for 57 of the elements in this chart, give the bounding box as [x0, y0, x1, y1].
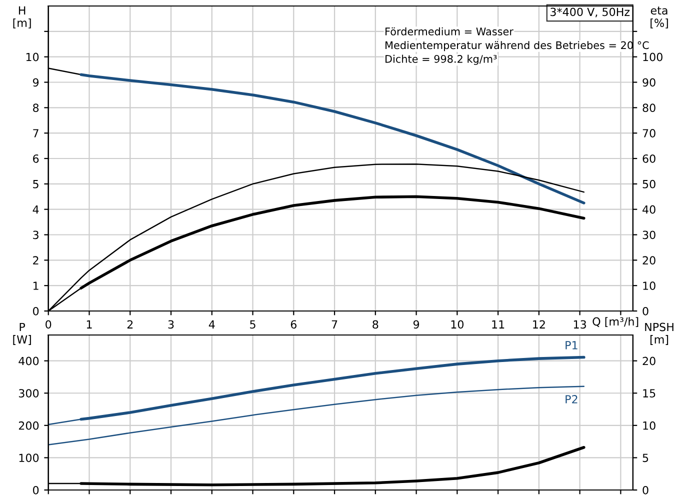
series-label: P1 [566, 341, 578, 350]
x-tick-label: 6 [290, 320, 296, 329]
y2-tick-label: 0 [642, 306, 648, 316]
y2-tick-label: 0 [642, 486, 648, 494]
y2-tick-label: 50 [642, 180, 656, 188]
y2-tick-label: 30 [642, 230, 656, 240]
x-tick-label: 7 [332, 320, 338, 328]
annotation: Dichte = 998.2 kg/m³ [386, 54, 497, 65]
y-axis-title: H [m] [13, 6, 31, 28]
y-tick-label: 10 [26, 52, 39, 62]
y2-axis-title: eta [%] [650, 6, 668, 28]
x-tick-label: 10 [451, 320, 464, 329]
x-tick-label: 12 [533, 320, 545, 328]
x-tick-label: 5 [250, 320, 256, 329]
y-tick-label: 7 [33, 129, 38, 138]
annotation: Medientemperatur während des Betriebes = 20 °C [386, 41, 649, 52]
y-axis-title: P [W] [13, 322, 31, 345]
x-tick-label: 3 [168, 320, 174, 329]
x-tick-label: 8 [372, 320, 378, 329]
x-tick-label: 9 [413, 320, 420, 329]
y-tick-label: 6 [33, 154, 39, 163]
series-label: P2 [566, 395, 578, 404]
annotation: Fördermedium = Wasser [386, 27, 514, 36]
y2-tick-label: 10 [643, 421, 656, 430]
y-tick-label: 8 [33, 104, 39, 112]
y2-tick-label: 20 [642, 356, 656, 366]
y-tick-label: 3 [33, 230, 38, 240]
y-tick-label: 5 [33, 180, 38, 188]
y-tick-label: 4 [32, 205, 39, 214]
x-tick-label: 0 [46, 320, 52, 329]
y2-tick-label: 100 [643, 52, 662, 62]
y-tick-label: 0 [33, 486, 39, 494]
y2-tick-label: 70 [642, 129, 656, 138]
y2-tick-label: 90 [642, 78, 656, 87]
x-tick-label: 1 [86, 320, 92, 328]
y-tick-label: 400 [18, 356, 39, 366]
annotation: 3*400 V, 50Hz [550, 8, 630, 18]
y-tick-label: 200 [18, 421, 39, 430]
y-tick-label: 9 [32, 78, 39, 87]
y2-tick-label: 40 [642, 205, 656, 214]
y2-tick-label: 10 [643, 282, 656, 290]
x-axis-title: Q [m³/h] [592, 317, 638, 328]
x-tick-label: 4 [208, 320, 215, 328]
y2-tick-label: 20 [642, 256, 656, 265]
y-tick-label: 300 [18, 389, 39, 398]
x-tick-label: 11 [492, 320, 504, 328]
y-tick-label: 1 [33, 282, 38, 290]
x-tick-label: 2 [127, 320, 133, 328]
y-tick-label: 0 [33, 306, 39, 316]
y-tick-label: 2 [33, 256, 38, 264]
y2-tick-label: 15 [643, 389, 656, 398]
y2-tick-label: 5 [642, 454, 648, 462]
y2-tick-label: 80 [642, 104, 656, 112]
x-tick-label: 13 [574, 320, 586, 329]
y-tick-label: 100 [19, 454, 39, 462]
y2-axis-title: NPSH [m] [645, 322, 674, 345]
y2-tick-label: 60 [642, 154, 656, 163]
